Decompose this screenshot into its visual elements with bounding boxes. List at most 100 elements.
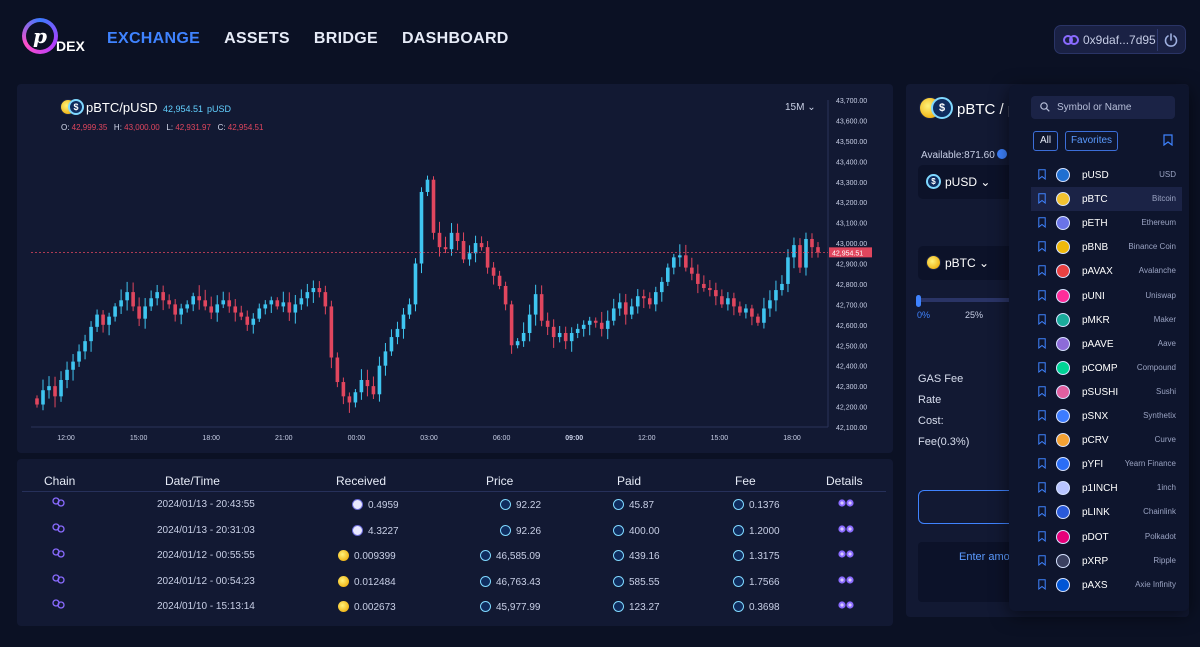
bookmark-icon[interactable]	[1038, 530, 1046, 542]
candle-body	[323, 292, 328, 307]
candlestick-chart[interactable]: 43,700.00 43,600.00 43,500.00 43,400.00 43,3…	[17, 84, 893, 453]
token-row-pavax[interactable]: pAVAX Avalanche	[1031, 259, 1182, 283]
bookmark-icon[interactable]	[1038, 313, 1046, 325]
x-tick-label: 12:00	[57, 435, 75, 442]
bookmark-icon[interactable]	[1038, 434, 1046, 446]
dex-logo[interactable]: p DEX	[22, 18, 85, 60]
logo-mark: p	[26, 22, 54, 50]
bookmark-icon[interactable]	[1163, 134, 1173, 146]
details-button[interactable]	[837, 549, 855, 562]
token-row-plink[interactable]: pLINK Chainlink	[1031, 500, 1182, 524]
x-tick-label: 00:00	[348, 435, 366, 442]
candle-body	[149, 298, 153, 307]
candle-body	[635, 296, 640, 307]
filter-all-button[interactable]: All	[1033, 131, 1058, 151]
nav-assets[interactable]: ASSETS	[224, 30, 290, 47]
enter-amount-text: Enter amo	[959, 551, 1010, 563]
bookmark-icon[interactable]	[1038, 193, 1046, 205]
amount-slider-handle[interactable]	[916, 295, 921, 307]
wallet-button[interactable]: 0x9daf...7d95	[1054, 25, 1186, 54]
candle-body	[173, 304, 177, 315]
candle-body	[497, 275, 502, 286]
candle-body	[239, 312, 244, 317]
col-datetime: Date/Time	[165, 474, 220, 488]
y-tick-label: 43,100.00	[836, 221, 867, 228]
token-row-pbnb[interactable]: pBNB Binance Coin	[1031, 235, 1182, 259]
bookmark-icon[interactable]	[1038, 337, 1046, 349]
filter-favorites-button[interactable]: Favorites	[1065, 131, 1118, 151]
y-tick-label: 42,700.00	[836, 302, 867, 309]
token-row-pmkr[interactable]: pMKR Maker	[1031, 308, 1182, 332]
token-search-input[interactable]	[1057, 100, 1169, 115]
search-icon	[1040, 102, 1050, 112]
candle-body	[708, 288, 712, 291]
bookmark-icon[interactable]	[1038, 217, 1046, 229]
details-button[interactable]	[837, 524, 855, 537]
bookmark-icon[interactable]	[1038, 169, 1046, 180]
refresh-icon[interactable]	[996, 149, 1007, 159]
token-row-pusd[interactable]: pUSD USD	[1031, 163, 1182, 187]
candle-body	[143, 306, 147, 319]
pct-25[interactable]: 25%	[965, 310, 984, 320]
candle-body	[539, 294, 544, 321]
token-row-psushi[interactable]: pSUSHI Sushi	[1031, 380, 1182, 404]
candle-body	[413, 263, 418, 305]
candle-body	[125, 292, 129, 301]
token-row-puni[interactable]: pUNI Uniswap	[1031, 284, 1182, 308]
token-row-pbtc[interactable]: pBTC Bitcoin	[1031, 187, 1182, 212]
bookmark-icon[interactable]	[1038, 265, 1046, 277]
token-row-pyfi[interactable]: pYFI Yearn Finance	[1031, 452, 1182, 476]
bookmark-icon[interactable]	[1038, 386, 1046, 397]
candle-body	[431, 179, 436, 233]
available-text: Available:871.60	[921, 150, 995, 161]
bookmark-icon[interactable]	[1038, 506, 1046, 518]
y-tick-label: 43,500.00	[836, 139, 867, 146]
candle-body	[251, 318, 256, 325]
last-price-label: 42,954.51	[832, 250, 863, 257]
token-row-paxs[interactable]: pAXS Axie Infinity	[1031, 573, 1182, 597]
nav-exchange[interactable]: EXCHANGE	[107, 30, 201, 47]
token-coin-icon	[1056, 529, 1070, 544]
candle-body	[365, 379, 370, 387]
pct-0[interactable]: 0%	[917, 310, 931, 320]
details-button[interactable]	[837, 498, 855, 511]
bookmark-icon[interactable]	[1038, 458, 1046, 470]
token-row-pxrp[interactable]: pXRP Ripple	[1031, 549, 1182, 573]
token-row-paave[interactable]: pAAVE Aave	[1031, 332, 1182, 356]
details-button[interactable]	[837, 575, 855, 588]
candle-body	[551, 326, 556, 338]
binoculars-icon	[838, 524, 854, 533]
token-row-pcrv[interactable]: pCRV Curve	[1031, 428, 1182, 452]
token-row-peth[interactable]: pETH Ethereum	[1031, 211, 1182, 235]
details-button[interactable]	[837, 600, 855, 613]
token-row-psnx[interactable]: pSNX Synthetix	[1031, 404, 1182, 428]
token-name: Ethereum	[1141, 218, 1176, 228]
candle-body	[95, 314, 99, 327]
bookmark-icon[interactable]	[1038, 482, 1046, 494]
bookmark-icon[interactable]	[1038, 241, 1046, 253]
bookmark-icon[interactable]	[1038, 362, 1046, 373]
bookmark-icon[interactable]	[1038, 289, 1046, 301]
power-icon[interactable]	[1163, 32, 1179, 48]
candle-body	[527, 314, 532, 333]
x-tick-label: 15:00	[130, 435, 148, 442]
col-details: Details	[826, 474, 863, 488]
amount-slider-track[interactable]	[918, 298, 1028, 302]
candle-body	[71, 361, 75, 370]
interval-select[interactable]: 15M ⌄	[785, 102, 816, 113]
nav-dashboard[interactable]: DASHBOARD	[401, 30, 509, 47]
token-row-pdot[interactable]: pDOT Polkadot	[1031, 525, 1182, 549]
candle-body	[263, 304, 268, 309]
ohlc-low: 42,931.97	[175, 123, 211, 132]
bookmark-icon[interactable]	[1038, 410, 1046, 421]
token-row-p1inch[interactable]: p1INCH 1inch	[1031, 476, 1182, 500]
bookmark-icon[interactable]	[1038, 578, 1046, 590]
token-search[interactable]	[1031, 96, 1175, 119]
nav-bridge[interactable]: BRIDGE	[313, 30, 378, 47]
token-row-pcomp[interactable]: pCOMP Compound	[1031, 356, 1182, 380]
bookmark-icon[interactable]	[1038, 554, 1046, 566]
token-coin-icon	[1056, 168, 1070, 182]
usd-coin-icon	[613, 499, 624, 510]
price-cell: 45,977.99	[480, 601, 541, 613]
token-coin-icon	[1056, 384, 1070, 399]
